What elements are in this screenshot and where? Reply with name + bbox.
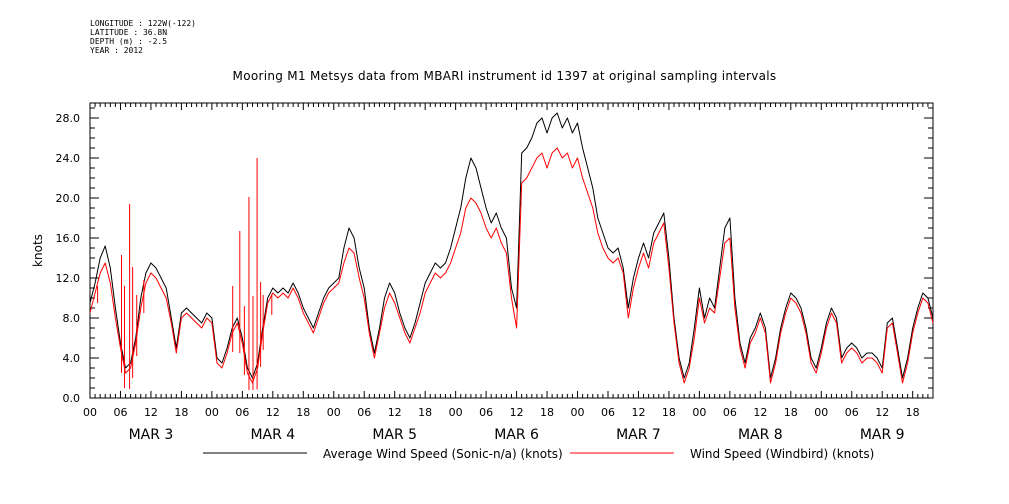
x-tick-label: 00 — [571, 406, 585, 419]
y-tick-label: 12.0 — [56, 272, 81, 285]
x-tick-label: 00 — [205, 406, 219, 419]
y-tick-label: 20.0 — [56, 192, 81, 205]
day-label: MAR 5 — [372, 427, 417, 443]
x-tick-label: 18 — [174, 406, 188, 419]
x-tick-label: 00 — [814, 406, 828, 419]
x-tick-label: 06 — [235, 406, 249, 419]
y-tick-label: 8.0 — [63, 312, 81, 325]
x-tick-label: 06 — [357, 406, 371, 419]
x-tick-label: 12 — [631, 406, 645, 419]
station-metadata: LONGITUDE : 122W(-122) LATITUDE : 36.8N DE… — [90, 19, 196, 55]
x-tick-label: 18 — [540, 406, 554, 419]
day-label: MAR 9 — [860, 427, 905, 443]
day-label: MAR 4 — [250, 427, 295, 443]
year-label: YEAR : 2012 — [90, 46, 143, 55]
series-line-average-wind-speed — [89, 112, 934, 379]
y-tick-label: 16.0 — [56, 232, 81, 245]
x-tick-label: 00 — [692, 406, 706, 419]
y-axis-label: knots — [31, 234, 45, 267]
day-label: MAR 7 — [616, 427, 661, 443]
day-label: MAR 6 — [494, 427, 539, 443]
y-tick-label: 28.0 — [56, 112, 81, 125]
x-tick-label: 06 — [113, 406, 127, 419]
x-tick-label: 06 — [845, 406, 859, 419]
legend: Average Wind Speed (Sonic-n/a) (knots) Wi… — [203, 447, 874, 461]
x-tick-label: 12 — [266, 406, 280, 419]
day-label: MAR 8 — [738, 427, 783, 443]
x-tick-label: 12 — [753, 406, 767, 419]
x-tick-label: 12 — [510, 406, 524, 419]
x-tick-label: 00 — [327, 406, 341, 419]
y-tick-label: 0.0 — [63, 392, 81, 405]
x-tick-label: 06 — [601, 406, 615, 419]
x-tick-label: 00 — [83, 406, 97, 419]
x-tick-label: 12 — [144, 406, 158, 419]
x-tick-label: 12 — [388, 406, 402, 419]
x-tick-label: 18 — [784, 406, 798, 419]
legend-label-windbird: Wind Speed (Windbird) (knots) — [690, 447, 874, 461]
x-tick-label: 18 — [906, 406, 920, 419]
x-tick-label: 18 — [296, 406, 310, 419]
x-tick-label: 06 — [479, 406, 493, 419]
day-label: MAR 3 — [129, 427, 174, 443]
chart-title: Mooring M1 Metsys data from MBARI instru… — [232, 69, 777, 83]
chart-axes: 00 06 12 18 00 06 12 18 00 06 12 18 00 06 12 18 00 06 12 18… — [31, 102, 934, 443]
legend-label-average: Average Wind Speed (Sonic-n/a) (knots) — [323, 447, 563, 461]
x-tick-label: 12 — [875, 406, 889, 419]
series-lines — [89, 112, 934, 390]
x-tick-label: 18 — [418, 406, 432, 419]
x-tick-label: 06 — [723, 406, 737, 419]
latitude-label: LATITUDE : 36.8N — [90, 28, 168, 37]
longitude-label: LONGITUDE : 122W(-122) — [90, 19, 196, 28]
depth-label: DEPTH (m) : -2.5 — [90, 37, 168, 46]
x-tick-label: 00 — [449, 406, 463, 419]
x-tick-label: 18 — [662, 406, 676, 419]
series-line-windbird-wind-speed — [89, 147, 934, 384]
y-tick-label: 4.0 — [63, 352, 81, 365]
y-tick-label: 24.0 — [56, 152, 81, 165]
